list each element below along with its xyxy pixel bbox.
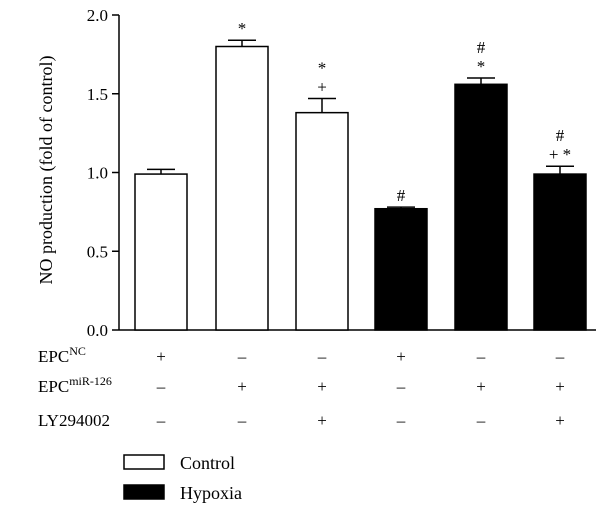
significance-mark: *	[477, 57, 486, 76]
condition-sign: –	[237, 411, 247, 430]
legend: Control Hypoxia	[123, 453, 242, 503]
y-tick-label: 2.0	[87, 6, 108, 25]
condition-sign: +	[555, 411, 565, 430]
significance-mark: +	[317, 77, 327, 96]
condition-sign: +	[156, 347, 166, 366]
bar	[215, 45, 269, 331]
condition-label: EPCNC	[38, 344, 86, 366]
condition-label: LY294002	[38, 411, 110, 430]
y-axis-label: NO production (fold of control)	[36, 56, 57, 285]
condition-sign: –	[237, 347, 247, 366]
condition-sign: –	[156, 411, 166, 430]
significance-mark: #	[477, 38, 486, 57]
bars: **+##*#+ *	[134, 19, 587, 331]
condition-sign: –	[317, 347, 327, 366]
condition-sign: –	[396, 411, 406, 430]
significance-mark: + *	[549, 145, 571, 164]
significance-mark: #	[397, 186, 406, 205]
bar	[533, 173, 587, 331]
condition-sign: –	[156, 377, 166, 396]
significance-mark: *	[238, 19, 247, 38]
axes: 0.0 0.5 1.0 1.5 2.0	[87, 6, 596, 340]
condition-label: EPCmiR-126	[38, 374, 112, 396]
bar	[134, 173, 188, 331]
y-tick-label: 0.5	[87, 242, 108, 261]
condition-sign: +	[396, 347, 406, 366]
condition-sign: +	[476, 377, 486, 396]
legend-swatch	[123, 454, 165, 470]
condition-sign: +	[317, 377, 327, 396]
y-tick-label: 1.5	[87, 85, 108, 104]
condition-sign: +	[317, 411, 327, 430]
condition-table: EPCNC + – – + – – EPCmiR-126 – + + – + + LY294002 – – + – –…	[38, 344, 565, 430]
condition-sign: –	[555, 347, 565, 366]
y-tick-label: 1.0	[87, 164, 108, 183]
bar	[374, 207, 428, 331]
legend-label: Control	[180, 453, 235, 473]
condition-sign: –	[396, 377, 406, 396]
y-tick-label: 0.0	[87, 321, 108, 340]
bar	[454, 83, 508, 331]
significance-mark: *	[318, 58, 327, 77]
condition-sign: –	[476, 347, 486, 366]
significance-mark: #	[556, 126, 565, 145]
legend-label: Hypoxia	[180, 483, 242, 503]
bar	[295, 111, 349, 331]
condition-sign: +	[237, 377, 247, 396]
condition-sign: –	[476, 411, 486, 430]
condition-sign: +	[555, 377, 565, 396]
legend-swatch	[123, 484, 165, 500]
